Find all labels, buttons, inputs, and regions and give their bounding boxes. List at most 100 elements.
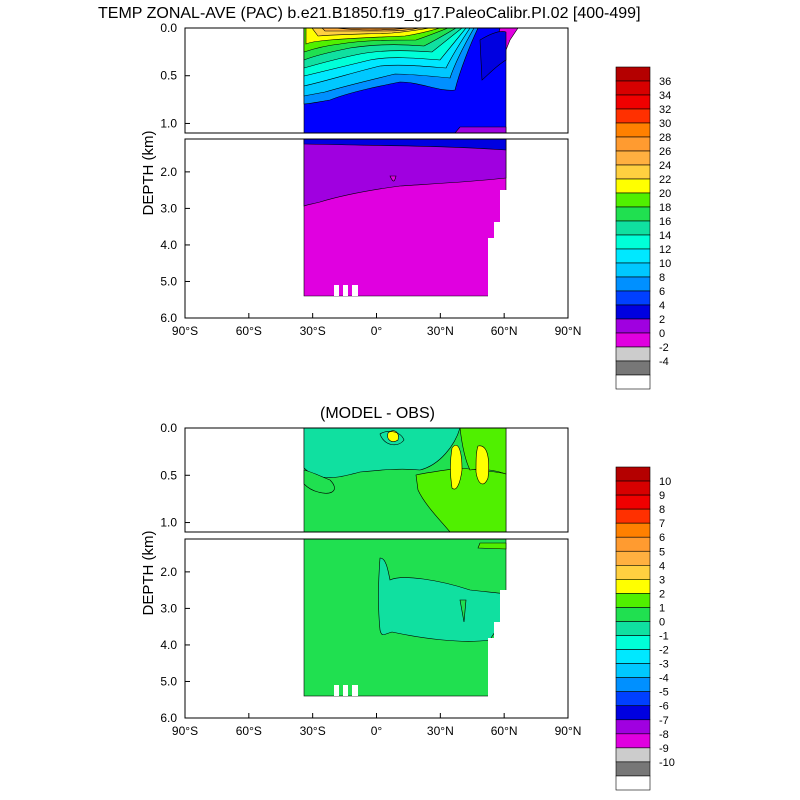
panel1-lower-field: [303, 139, 507, 297]
panel1-land-mask: [334, 190, 508, 298]
colorbar-label: 8: [659, 504, 665, 516]
y-tick-label: 1.0: [160, 516, 177, 530]
colorbar-label: -4: [659, 673, 669, 685]
colorbar-swatch: [615, 192, 651, 208]
colorbar-swatch: [615, 66, 651, 82]
colorbar-swatch: [615, 565, 651, 580]
chart-title: TEMP ZONAL-AVE (PAC) b.e21.B1850.f19_g17…: [98, 5, 641, 22]
y-tick-label: 0.5: [160, 468, 177, 482]
colorbar-swatch: [615, 663, 651, 678]
y-tick-label: 4.0: [160, 238, 177, 252]
colorbar-swatch: [615, 522, 651, 538]
y-tick-label: 5.0: [160, 274, 177, 288]
colorbar-swatch: [615, 374, 651, 390]
colorbar-swatch: [615, 220, 651, 236]
colorbar-swatch: [615, 178, 651, 194]
colorbar-swatch: [615, 234, 651, 250]
axes-layer: 90°S 60°S 30°S 0° 30°N 60°N 90°N 0.0 0.5 1.0 2.0 3.…: [140, 21, 581, 738]
colorbar-label: 4: [659, 300, 665, 312]
colorbars: 363432302826242220181614121086420-2-4109…: [615, 66, 675, 791]
colorbar-label: 22: [659, 174, 671, 186]
colorbar-label: 7: [659, 518, 665, 530]
colorbar-swatch: [615, 150, 651, 166]
y-tick-label: 5.0: [160, 674, 177, 688]
colorbar-swatch: [615, 635, 651, 650]
colorbar-label: 10: [659, 476, 671, 488]
x-tick-label: 30°N: [427, 324, 454, 338]
colorbar-swatch: [615, 480, 651, 496]
colorbar-swatch: [615, 550, 651, 566]
y-tick-label: 0.0: [160, 21, 177, 35]
x-tick-label: 60°S: [236, 324, 262, 338]
y-tick-label: 0.0: [160, 421, 177, 435]
colorbar-label: 30: [659, 118, 671, 130]
colorbar-swatch: [615, 262, 651, 278]
colorbar-swatch: [615, 248, 651, 264]
colorbar-label: 2: [659, 314, 665, 326]
colorbar-swatch: [615, 346, 651, 362]
colorbar-swatch: [615, 122, 651, 138]
colorbar-label: -2: [659, 342, 669, 354]
y-tick-label: 1.0: [160, 116, 177, 130]
colorbar-label: 14: [659, 230, 671, 242]
colorbar-swatch: [615, 677, 651, 692]
colorbar-swatch: [615, 332, 651, 348]
panel2-lower-field: [303, 539, 507, 697]
colorbar-swatch: [615, 607, 651, 622]
colorbar-swatch: [615, 164, 651, 180]
colorbar-swatch: [615, 276, 651, 292]
colorbar-swatch: [615, 94, 651, 110]
colorbar-label: 36: [659, 76, 671, 88]
colorbar-label: 1: [659, 602, 665, 614]
colorbar-label: -7: [659, 715, 669, 727]
colorbar-label: 0: [659, 616, 665, 628]
colorbar-label: 28: [659, 132, 671, 144]
colorbar-swatch: [615, 621, 651, 636]
x-tick-label: 90°S: [172, 324, 198, 338]
colorbar-swatch: [615, 649, 651, 664]
panel2-upper-field: [303, 428, 507, 532]
colorbar-label: -2: [659, 645, 669, 657]
colorbar-label: 4: [659, 560, 665, 572]
y-tick-label: 3.0: [160, 201, 177, 215]
x-tick-label: 90°N: [555, 324, 582, 338]
colorbar-swatch: [615, 579, 651, 594]
colorbar-swatch: [615, 318, 651, 334]
x-tick-label: 0°: [371, 724, 383, 738]
x-tick-label: 30°N: [427, 724, 454, 738]
colorbar-label: 34: [659, 90, 671, 102]
colorbar-label: 6: [659, 532, 665, 544]
colorbar-swatch: [615, 466, 651, 482]
x-tick-label: 90°N: [555, 724, 582, 738]
colorbar-swatch: [615, 108, 651, 124]
colorbar-label: -1: [659, 631, 669, 643]
y-tick-label: 0.5: [160, 69, 177, 83]
panel1-upper-field: [303, 28, 519, 133]
y-tick-label: 2.0: [160, 165, 177, 179]
colorbar-label: -3: [659, 659, 669, 671]
colorbar-label: 16: [659, 216, 671, 228]
colorbar-label: 9: [659, 490, 665, 502]
colorbar-swatch: [615, 733, 651, 749]
colorbar-swatch: [615, 775, 651, 791]
colorbar-swatch: [615, 593, 651, 608]
colorbar-label: 18: [659, 202, 671, 214]
colorbar-swatch: [615, 80, 651, 96]
diff-chart-title: (MODEL - OBS): [320, 405, 435, 422]
colorbar-label: -9: [659, 743, 669, 755]
colorbar-swatch: [615, 304, 651, 320]
x-tick-label: 60°S: [236, 724, 262, 738]
x-tick-label: 30°S: [300, 324, 326, 338]
colorbar-label: 12: [659, 244, 671, 256]
colorbar-label: -10: [659, 757, 675, 769]
colorbar-label: -6: [659, 701, 669, 713]
colorbar-swatch: [615, 761, 651, 777]
x-tick-label: 60°N: [491, 324, 518, 338]
x-tick-label: 90°S: [172, 724, 198, 738]
colorbar-label: -4: [659, 356, 669, 368]
x-tick-label: 30°S: [300, 724, 326, 738]
colorbar-swatch: [615, 494, 651, 510]
panel2-land-mask: [334, 590, 508, 698]
colorbar-label: 20: [659, 188, 671, 200]
